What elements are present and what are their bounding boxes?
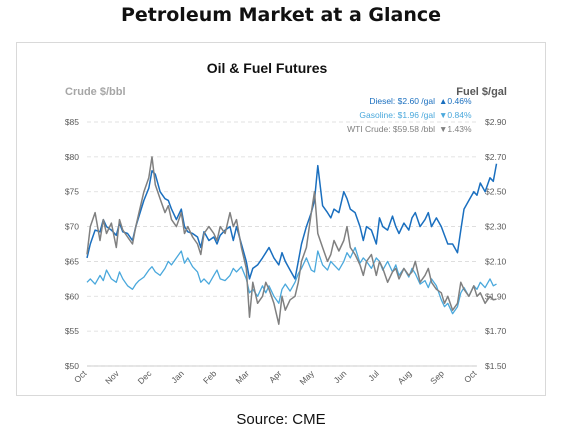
legend-change-gasoline: ▼0.84% [439, 110, 472, 120]
left-axis-label: Crude $/bbl [65, 86, 126, 98]
x-tick-label: Jun [332, 368, 349, 385]
right-tick-label: $1.90 [485, 291, 507, 301]
chart-svg: Oil & Fuel Futures Crude $/bbl Fuel $/gal $… [65, 60, 507, 387]
x-tick-label: Mar [233, 368, 251, 386]
left-tick-label: $85 [65, 117, 79, 127]
x-tick-label: Oct [462, 368, 479, 385]
legend-change-diesel: ▲0.46% [439, 96, 472, 106]
left-tick-label: $60 [65, 291, 79, 301]
legend-entry-gasoline: Gasoline: $1.96 /gal [359, 110, 435, 120]
x-tick-label: May [297, 368, 316, 387]
right-tick-label: $1.50 [485, 361, 507, 371]
left-tick-label: $80 [65, 152, 79, 162]
left-tick-label: $55 [65, 326, 79, 336]
x-tick-label: Aug [396, 368, 414, 386]
x-tick-label: Dec [136, 368, 154, 386]
right-tick-label: $2.10 [485, 256, 507, 266]
right-tick-label: $1.70 [485, 326, 507, 336]
left-tick-label: $75 [65, 187, 79, 197]
x-tick-label: Jan [169, 368, 186, 385]
left-tick-label: $50 [65, 361, 79, 371]
x-tick-label: Jul [366, 368, 381, 383]
x-tick-label: Feb [201, 368, 219, 386]
right-axis-label: Fuel $/gal [456, 86, 507, 98]
right-tick-label: $2.50 [485, 187, 507, 197]
series-line-wti-crude [86, 156, 497, 325]
left-tick-label: $70 [65, 222, 79, 232]
page-title: Petroleum Market at a Glance [120, 4, 442, 26]
legend-entry-diesel: Diesel: $2.60 /gal [369, 96, 435, 106]
x-tick-label: Nov [103, 368, 121, 386]
legend-change-wti-crude: ▼1.43% [439, 124, 472, 134]
right-tick-label: $2.30 [485, 222, 507, 232]
x-tick-label: Sep [428, 368, 446, 386]
series-line-gasoline [86, 246, 497, 315]
x-tick-label: Apr [267, 368, 284, 385]
left-tick-label: $65 [65, 256, 79, 266]
chart-title: Oil & Fuel Futures [207, 60, 328, 76]
legend-entry-wti-crude: WTI Crude: $59.58 /bbl [347, 124, 435, 134]
chart-card: Oil & Fuel Futures Crude $/bbl Fuel $/gal $… [16, 42, 546, 396]
right-tick-label: $2.70 [485, 152, 507, 162]
source-note: Source: CME [236, 411, 326, 428]
right-tick-label: $2.90 [485, 117, 507, 127]
